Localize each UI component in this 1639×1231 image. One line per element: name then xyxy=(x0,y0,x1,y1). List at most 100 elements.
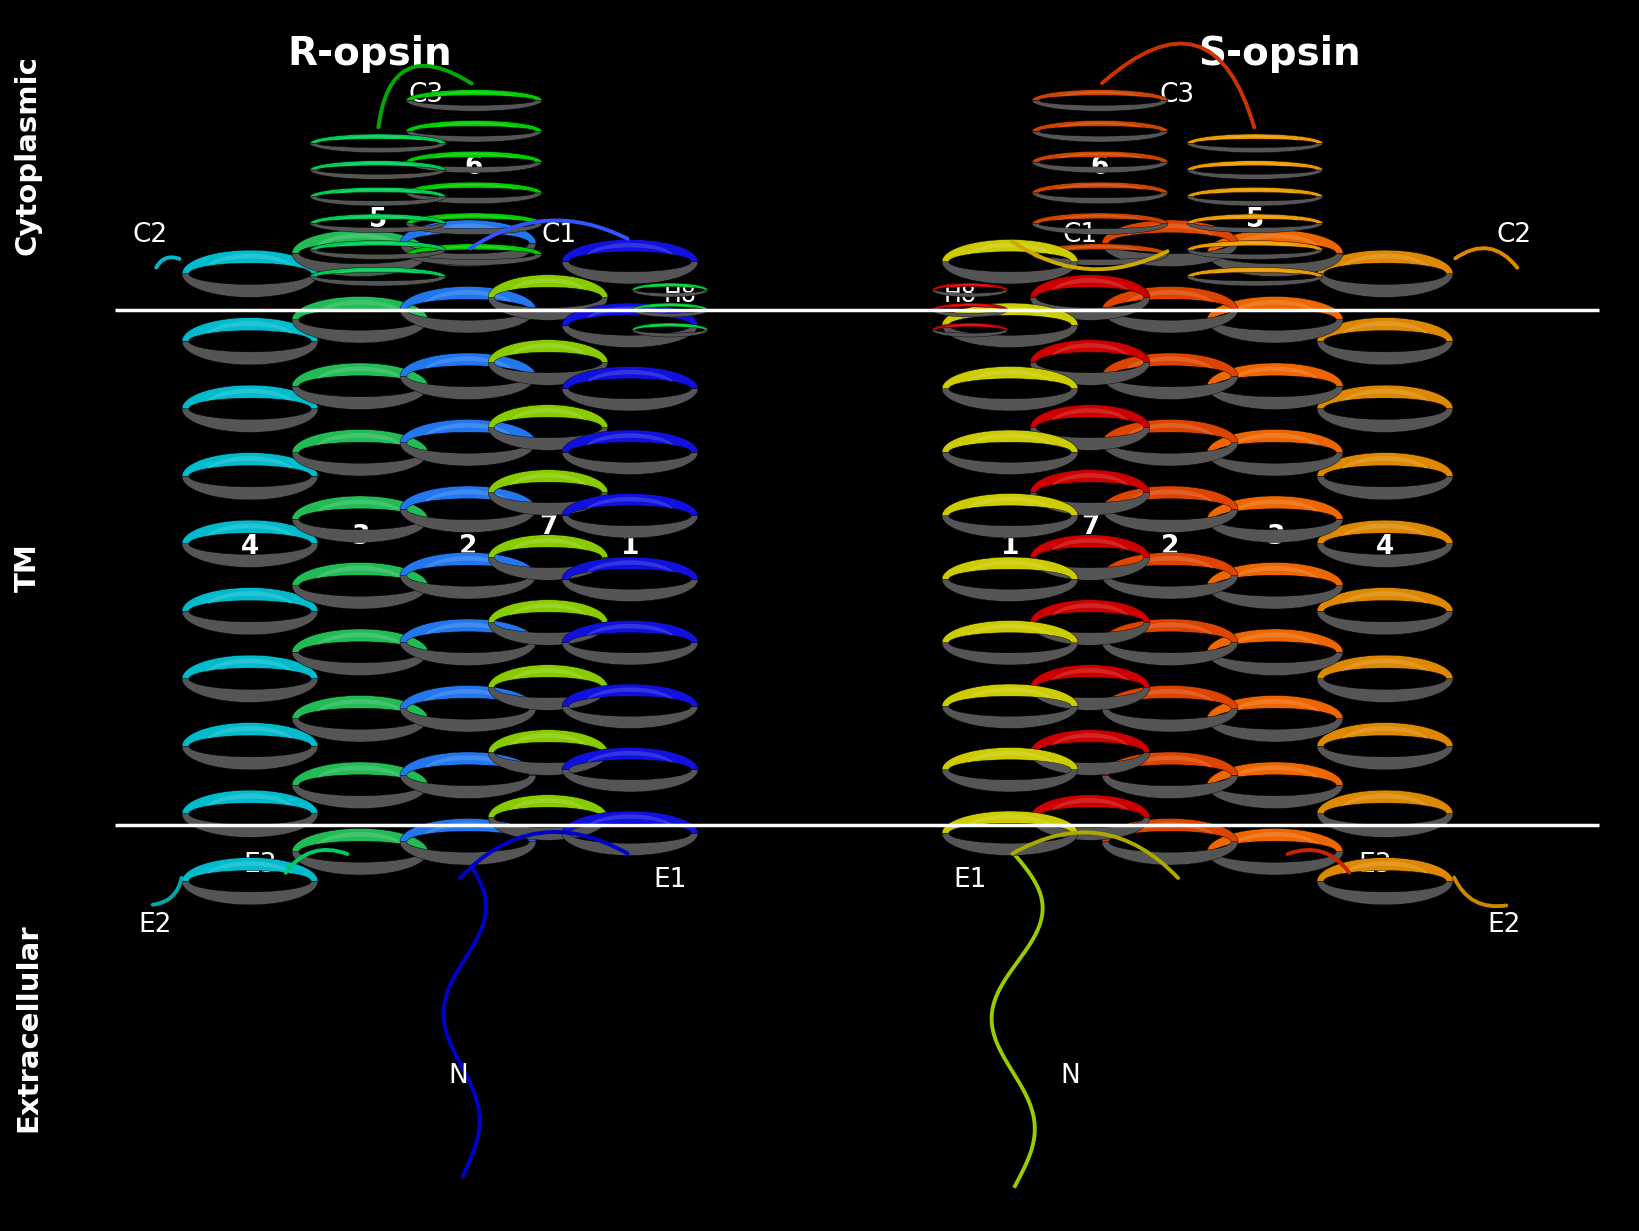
Polygon shape xyxy=(431,245,516,251)
Text: 2: 2 xyxy=(1160,534,1178,560)
Polygon shape xyxy=(431,153,516,159)
Polygon shape xyxy=(1101,643,1237,666)
Polygon shape xyxy=(1206,320,1342,343)
Polygon shape xyxy=(488,362,608,385)
Polygon shape xyxy=(1101,819,1237,842)
Polygon shape xyxy=(318,367,403,379)
Polygon shape xyxy=(1052,798,1128,811)
Polygon shape xyxy=(182,858,318,881)
Polygon shape xyxy=(942,707,1078,729)
Polygon shape xyxy=(1206,230,1342,254)
Polygon shape xyxy=(1342,457,1428,469)
Polygon shape xyxy=(1342,389,1428,401)
Polygon shape xyxy=(633,291,708,297)
Polygon shape xyxy=(310,197,446,206)
Polygon shape xyxy=(1033,90,1169,101)
Text: 4: 4 xyxy=(1375,534,1395,560)
Polygon shape xyxy=(511,734,585,746)
Polygon shape xyxy=(933,330,1008,337)
Polygon shape xyxy=(182,521,318,544)
Polygon shape xyxy=(426,291,510,303)
Polygon shape xyxy=(588,624,672,636)
Text: C2: C2 xyxy=(1496,222,1531,247)
Polygon shape xyxy=(942,833,1078,856)
Polygon shape xyxy=(942,430,1078,452)
Polygon shape xyxy=(562,516,698,538)
Polygon shape xyxy=(1033,121,1169,132)
Polygon shape xyxy=(426,822,510,835)
Polygon shape xyxy=(562,367,698,389)
Polygon shape xyxy=(310,161,446,170)
Polygon shape xyxy=(1057,153,1142,159)
Polygon shape xyxy=(336,215,421,220)
Polygon shape xyxy=(1128,623,1213,635)
Polygon shape xyxy=(1206,453,1342,476)
Polygon shape xyxy=(406,162,543,172)
Polygon shape xyxy=(400,619,536,643)
Polygon shape xyxy=(1233,300,1318,313)
Polygon shape xyxy=(1206,387,1342,410)
Polygon shape xyxy=(588,433,672,446)
Text: C3: C3 xyxy=(408,82,444,108)
Polygon shape xyxy=(946,324,993,327)
Text: 6: 6 xyxy=(465,155,484,181)
Polygon shape xyxy=(1206,363,1342,387)
Polygon shape xyxy=(1318,655,1454,678)
Polygon shape xyxy=(400,686,536,709)
Polygon shape xyxy=(488,470,608,492)
Polygon shape xyxy=(1031,534,1151,558)
Polygon shape xyxy=(1187,161,1323,170)
Polygon shape xyxy=(942,494,1078,516)
Polygon shape xyxy=(1318,678,1454,703)
Polygon shape xyxy=(488,665,608,687)
Polygon shape xyxy=(562,452,698,474)
Polygon shape xyxy=(1031,795,1151,817)
Polygon shape xyxy=(488,817,608,841)
Polygon shape xyxy=(562,240,698,262)
Polygon shape xyxy=(1101,220,1237,244)
Polygon shape xyxy=(946,304,993,308)
Polygon shape xyxy=(562,643,698,665)
Polygon shape xyxy=(1342,321,1428,335)
Polygon shape xyxy=(933,310,1008,318)
Polygon shape xyxy=(942,452,1078,474)
Polygon shape xyxy=(967,243,1052,255)
Polygon shape xyxy=(1318,858,1454,881)
Polygon shape xyxy=(208,254,292,267)
Polygon shape xyxy=(942,620,1078,643)
Polygon shape xyxy=(1128,556,1213,569)
Polygon shape xyxy=(967,497,1052,510)
Polygon shape xyxy=(488,427,608,451)
Polygon shape xyxy=(942,747,1078,769)
Polygon shape xyxy=(562,707,698,729)
Text: E3: E3 xyxy=(243,852,277,878)
Text: 1: 1 xyxy=(1001,534,1019,560)
Polygon shape xyxy=(1057,214,1142,220)
Polygon shape xyxy=(426,224,510,236)
Polygon shape xyxy=(400,576,536,599)
Polygon shape xyxy=(182,453,318,476)
Polygon shape xyxy=(511,538,585,550)
Polygon shape xyxy=(406,90,543,101)
Polygon shape xyxy=(1033,132,1169,142)
Polygon shape xyxy=(292,230,428,254)
Polygon shape xyxy=(1101,353,1237,377)
Polygon shape xyxy=(1318,612,1454,635)
Polygon shape xyxy=(488,298,608,320)
Polygon shape xyxy=(488,599,608,623)
Text: R-opsin: R-opsin xyxy=(288,34,452,73)
Polygon shape xyxy=(292,696,428,719)
Polygon shape xyxy=(942,303,1078,325)
Polygon shape xyxy=(1101,686,1237,709)
Polygon shape xyxy=(588,243,672,255)
Polygon shape xyxy=(1128,423,1213,436)
Polygon shape xyxy=(406,182,543,193)
Polygon shape xyxy=(318,300,403,313)
Polygon shape xyxy=(633,283,708,291)
Polygon shape xyxy=(511,668,585,681)
Polygon shape xyxy=(310,187,446,197)
Polygon shape xyxy=(646,284,693,288)
Polygon shape xyxy=(488,405,608,427)
Text: C1: C1 xyxy=(541,222,577,247)
Polygon shape xyxy=(942,558,1078,580)
